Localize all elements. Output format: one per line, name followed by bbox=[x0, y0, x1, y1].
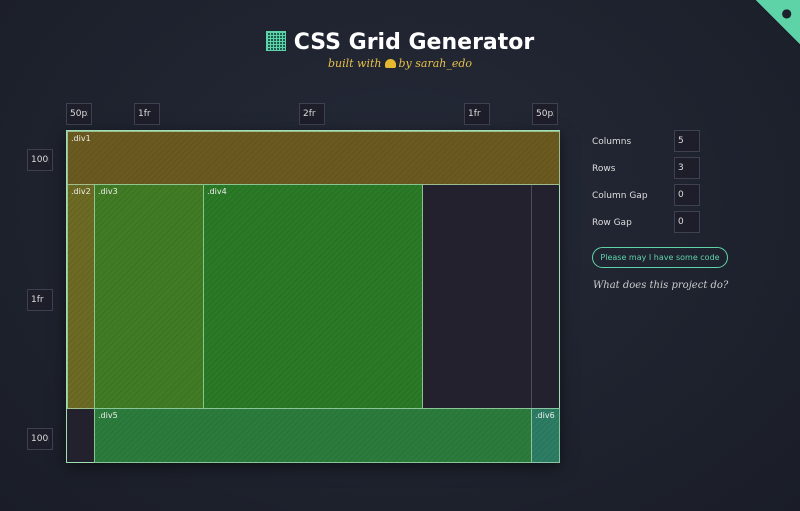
page-title: CSS Grid Generator bbox=[0, 30, 800, 55]
grid-item-div2[interactable]: .div2 bbox=[67, 184, 95, 409]
column-3-size-input[interactable] bbox=[299, 103, 325, 125]
rows-input[interactable] bbox=[674, 157, 700, 179]
grid-item-div3[interactable]: .div3 bbox=[94, 184, 204, 409]
author-link[interactable]: by sarah_edo bbox=[398, 57, 473, 70]
column-gap-input[interactable] bbox=[674, 184, 700, 206]
rows-label: Rows bbox=[592, 164, 616, 174]
subtitle: built with by sarah_edo bbox=[327, 57, 473, 70]
taco-icon bbox=[384, 59, 396, 68]
grid-item-div6[interactable]: .div6 bbox=[531, 408, 560, 463]
grid-logo-icon bbox=[265, 31, 286, 51]
column-gap-label: Column Gap bbox=[592, 191, 648, 201]
row-1-size-input[interactable] bbox=[27, 149, 53, 171]
columns-input[interactable] bbox=[674, 130, 700, 152]
github-corner-link[interactable]: ● bbox=[756, 0, 800, 44]
get-code-button[interactable]: Please may I have some code bbox=[592, 247, 728, 268]
column-2-size-input[interactable] bbox=[134, 103, 160, 125]
row-2-size-input[interactable] bbox=[27, 289, 53, 311]
row-gap-input[interactable] bbox=[674, 211, 700, 233]
grid-canvas[interactable]: .div1 .div2 .div3 .div4 .div5 .div6 bbox=[66, 130, 560, 463]
column-5-size-input[interactable] bbox=[532, 103, 558, 125]
github-octocat-icon: ● bbox=[781, 6, 792, 20]
about-project-link[interactable]: What does this project do? bbox=[593, 280, 729, 291]
row-3-size-input[interactable] bbox=[27, 428, 53, 450]
column-1-size-input[interactable] bbox=[66, 103, 92, 125]
grid-item-div5[interactable]: .div5 bbox=[94, 408, 532, 463]
column-4-size-input[interactable] bbox=[464, 103, 490, 125]
grid-item-div4[interactable]: .div4 bbox=[203, 184, 423, 409]
row-gap-label: Row Gap bbox=[592, 218, 632, 228]
columns-label: Columns bbox=[592, 137, 632, 147]
grid-item-div1[interactable]: .div1 bbox=[67, 131, 560, 185]
